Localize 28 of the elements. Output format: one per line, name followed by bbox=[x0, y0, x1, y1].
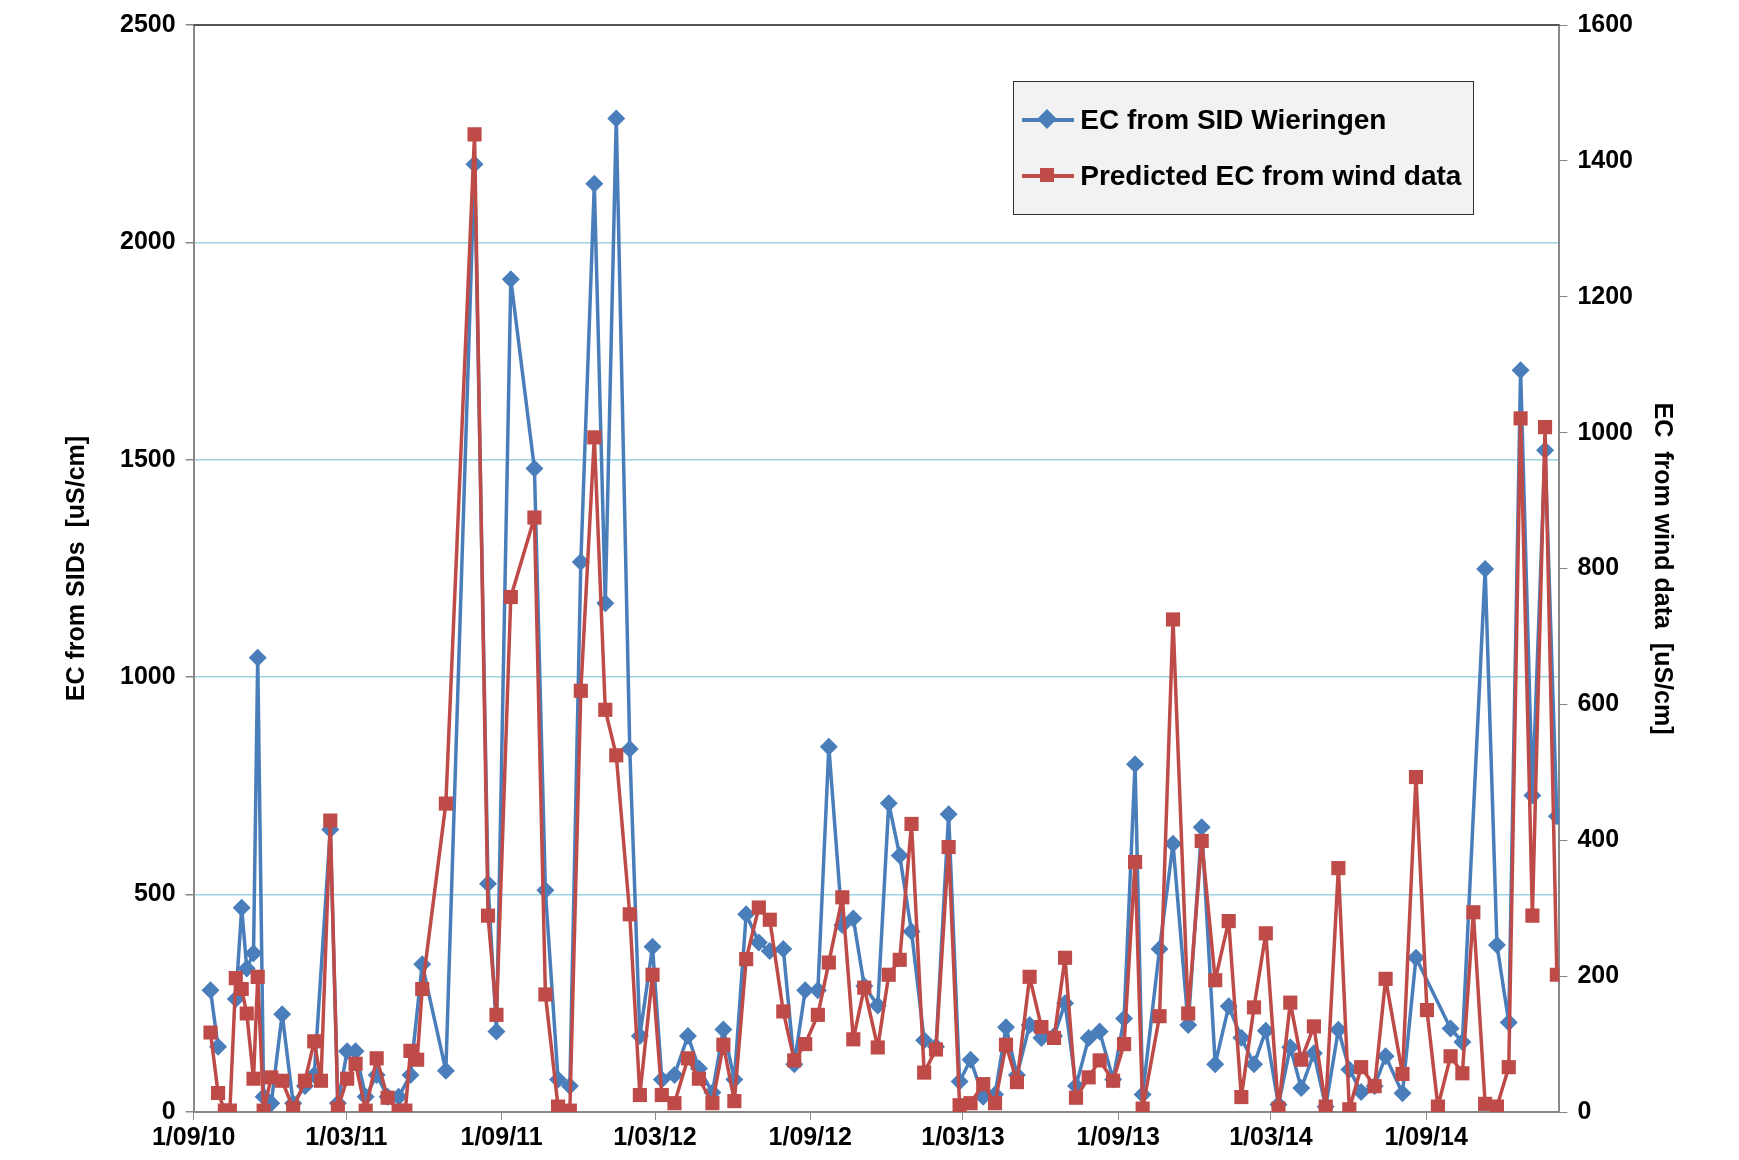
y2-tick-label: 600 bbox=[1577, 688, 1620, 717]
y2-tick-label: 1200 bbox=[1577, 280, 1634, 309]
y-tick-label: 1500 bbox=[119, 443, 176, 472]
y2-tick-label: 1000 bbox=[1577, 416, 1634, 445]
y-tick-label: 500 bbox=[133, 878, 176, 907]
y2-tick-label: 1600 bbox=[1577, 8, 1634, 37]
legend-label: EC from SID Wieringen bbox=[1080, 104, 1387, 136]
y2-tick-label: 0 bbox=[1577, 1095, 1592, 1124]
x-tick-label: 1/09/11 bbox=[460, 1121, 543, 1150]
y2-axis-title: EC from wind data [uS/cm] bbox=[1650, 402, 1679, 735]
y-tick-label: 2500 bbox=[119, 8, 176, 37]
x-tick-label: 1/09/10 bbox=[151, 1121, 236, 1150]
x-tick-label: 1/09/14 bbox=[1384, 1121, 1468, 1150]
y-tick-label: 1000 bbox=[119, 661, 176, 690]
y-tick-label: 0 bbox=[161, 1095, 176, 1124]
x-tick-label: 1/09/12 bbox=[768, 1121, 852, 1150]
y2-tick-label: 800 bbox=[1577, 552, 1620, 581]
legend-label: Predicted EC from wind data bbox=[1080, 160, 1462, 192]
y-tick-label: 2000 bbox=[119, 226, 176, 255]
x-tick-label: 1/03/11 bbox=[305, 1121, 388, 1150]
y2-tick-label: 200 bbox=[1577, 960, 1620, 989]
x-tick-label: 1/03/12 bbox=[613, 1121, 697, 1150]
y2-tick-label: 400 bbox=[1577, 824, 1620, 853]
x-tick-label: 1/03/13 bbox=[921, 1121, 1005, 1150]
y-axis-title: EC from SIDs [uS/cm] bbox=[60, 435, 89, 702]
x-tick-label: 1/09/13 bbox=[1076, 1121, 1160, 1150]
x-tick-label: 1/03/14 bbox=[1229, 1121, 1313, 1150]
y2-tick-label: 1400 bbox=[1577, 144, 1634, 173]
